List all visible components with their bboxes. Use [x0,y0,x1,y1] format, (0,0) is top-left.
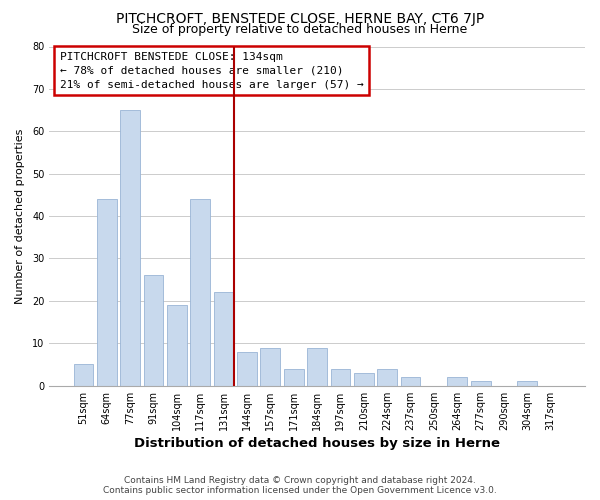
Bar [260,348,280,386]
Bar [470,382,491,386]
Bar [401,377,421,386]
Bar [120,110,140,386]
Text: PITCHCROFT, BENSTEDE CLOSE, HERNE BAY, CT6 7JP: PITCHCROFT, BENSTEDE CLOSE, HERNE BAY, C… [116,12,484,26]
X-axis label: Distribution of detached houses by size in Herne: Distribution of detached houses by size … [134,437,500,450]
Text: PITCHCROFT BENSTEDE CLOSE: 134sqm
← 78% of detached houses are smaller (210)
21%: PITCHCROFT BENSTEDE CLOSE: 134sqm ← 78% … [60,52,364,90]
Bar [143,276,163,386]
Text: Size of property relative to detached houses in Herne: Size of property relative to detached ho… [133,22,467,36]
Bar [167,305,187,386]
Bar [354,373,374,386]
Y-axis label: Number of detached properties: Number of detached properties [15,128,25,304]
Text: Contains HM Land Registry data © Crown copyright and database right 2024.
Contai: Contains HM Land Registry data © Crown c… [103,476,497,495]
Bar [448,377,467,386]
Bar [307,348,327,386]
Bar [237,352,257,386]
Bar [377,368,397,386]
Bar [214,292,233,386]
Bar [97,199,117,386]
Bar [331,368,350,386]
Bar [517,382,537,386]
Bar [74,364,94,386]
Bar [190,199,210,386]
Bar [284,368,304,386]
